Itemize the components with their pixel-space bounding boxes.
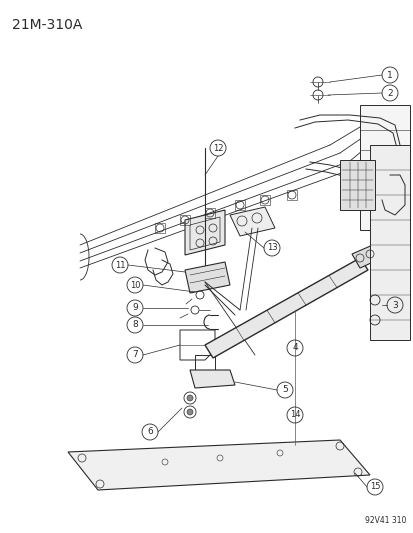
Circle shape bbox=[187, 409, 192, 415]
Text: 13: 13 bbox=[266, 244, 277, 253]
Polygon shape bbox=[185, 262, 230, 293]
Text: 7: 7 bbox=[132, 351, 138, 359]
Text: 12: 12 bbox=[212, 143, 223, 152]
Text: 14: 14 bbox=[289, 410, 299, 419]
Polygon shape bbox=[230, 207, 274, 236]
Text: 4: 4 bbox=[292, 343, 297, 352]
Text: 5: 5 bbox=[281, 385, 287, 394]
Polygon shape bbox=[68, 440, 369, 490]
Text: 8: 8 bbox=[132, 320, 138, 329]
Text: 3: 3 bbox=[391, 301, 397, 310]
Polygon shape bbox=[185, 210, 224, 255]
Text: 15: 15 bbox=[369, 482, 379, 491]
Polygon shape bbox=[190, 370, 235, 388]
Polygon shape bbox=[204, 258, 367, 358]
Polygon shape bbox=[369, 145, 409, 340]
Text: 6: 6 bbox=[147, 427, 152, 437]
Text: 1: 1 bbox=[386, 70, 392, 79]
Circle shape bbox=[187, 395, 192, 401]
Text: 2: 2 bbox=[386, 88, 392, 98]
Text: 9: 9 bbox=[132, 303, 138, 312]
Polygon shape bbox=[359, 105, 409, 230]
Polygon shape bbox=[351, 244, 381, 268]
Text: 21M-310A: 21M-310A bbox=[12, 18, 82, 32]
Text: 10: 10 bbox=[129, 280, 140, 289]
Text: 11: 11 bbox=[114, 261, 125, 270]
Polygon shape bbox=[339, 160, 374, 210]
Text: 92V41 310: 92V41 310 bbox=[364, 516, 405, 525]
